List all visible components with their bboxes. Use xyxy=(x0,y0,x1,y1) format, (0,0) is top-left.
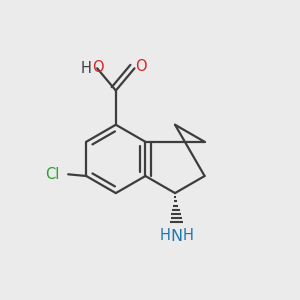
Text: O: O xyxy=(92,60,103,75)
Text: N: N xyxy=(170,229,183,244)
Text: O: O xyxy=(135,59,147,74)
Text: Cl: Cl xyxy=(45,167,60,182)
Text: H: H xyxy=(160,227,171,242)
Text: H: H xyxy=(80,61,91,76)
Text: H: H xyxy=(182,227,193,242)
